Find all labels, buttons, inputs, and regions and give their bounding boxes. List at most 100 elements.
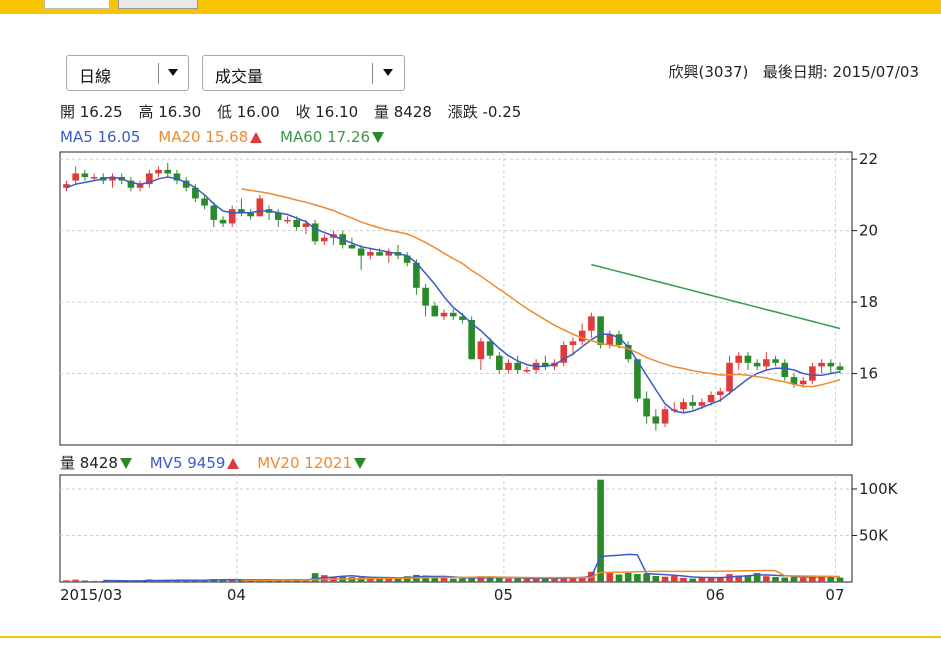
candle-body	[256, 198, 264, 217]
quote-volume: 量 8428	[374, 103, 432, 121]
candle-body	[689, 402, 696, 406]
candle-body	[210, 205, 218, 220]
volume-bar	[320, 575, 328, 582]
candle-body	[422, 287, 429, 306]
volume-bar	[523, 578, 531, 582]
x-tick-label: 2015/03	[60, 586, 122, 604]
candle-body	[155, 169, 162, 174]
candle-body	[72, 173, 79, 181]
candle-body	[763, 359, 770, 367]
candle-body	[781, 362, 789, 378]
candle-body	[698, 402, 706, 406]
candle-body	[790, 377, 798, 385]
ma20-legend: MA20 15.68	[158, 128, 263, 146]
candle-body	[413, 262, 420, 288]
volume-bar	[514, 578, 522, 582]
candle-body	[542, 362, 549, 367]
price-tick-label: 20	[859, 222, 878, 240]
volume-bar	[670, 576, 678, 582]
candle-body	[836, 366, 844, 370]
candle-body	[634, 359, 641, 399]
candle-body	[827, 362, 835, 367]
period-select[interactable]: 日線	[66, 55, 189, 91]
top-tab-1[interactable]	[44, 0, 110, 9]
volume-bar	[495, 577, 503, 582]
down-arrow-icon	[119, 458, 132, 469]
volume-bar	[431, 577, 439, 582]
candle-body	[624, 344, 632, 360]
candle-body	[192, 187, 199, 199]
candle-body	[247, 212, 254, 217]
chevron-down-icon[interactable]	[383, 69, 393, 76]
volume-bar	[818, 576, 825, 582]
candle-body	[468, 319, 475, 360]
candle-body	[238, 209, 245, 213]
candle-body	[495, 355, 503, 370]
candle-body	[523, 369, 531, 372]
x-tick-label: 05	[494, 586, 513, 604]
volume-bar	[689, 578, 696, 582]
volume-bar	[763, 576, 770, 582]
candle-body	[449, 312, 457, 317]
candle-body	[81, 173, 89, 178]
volume-bar	[164, 580, 172, 582]
quote-open: 開 16.25	[60, 103, 123, 121]
x-tick-label: 04	[227, 586, 246, 604]
candle-body	[219, 219, 227, 224]
candle-body	[63, 184, 70, 188]
volume-bar	[606, 573, 614, 582]
volume-bar	[302, 580, 310, 582]
volume-bar	[790, 576, 798, 582]
volume-bar	[109, 580, 116, 582]
volume-bar	[735, 575, 743, 582]
candle-body	[569, 341, 577, 345]
candle-body	[320, 237, 328, 242]
volume-bar	[726, 574, 733, 582]
candle-body	[680, 402, 687, 410]
candle-body	[459, 316, 466, 320]
volume-bar	[284, 580, 291, 582]
vol-legend: 量 8428	[60, 454, 132, 472]
candle-body	[661, 409, 669, 424]
indicator-select[interactable]: 成交量	[202, 55, 405, 91]
volume-bar	[781, 577, 789, 582]
volume-bar	[449, 578, 457, 582]
candle-body	[606, 334, 614, 345]
candle-body	[753, 362, 761, 367]
candle-body	[431, 305, 439, 317]
x-tick-label: 07	[825, 586, 844, 604]
volume-bar	[367, 578, 374, 582]
top-tab-2[interactable]	[118, 0, 198, 9]
candle-body	[403, 255, 411, 263]
candle-body	[726, 362, 733, 392]
candle-body	[818, 362, 825, 367]
candle-body	[735, 355, 743, 363]
candle-body	[578, 330, 586, 342]
candle-body	[440, 312, 448, 317]
volume-bar	[486, 577, 494, 582]
volume-bar	[422, 575, 429, 582]
candle-body	[127, 180, 135, 188]
volume-bar	[772, 576, 779, 582]
down-arrow-icon	[354, 458, 366, 469]
quote-close: 收 16.10	[295, 103, 359, 121]
period-select-value: 日線	[79, 67, 112, 86]
candle-body	[164, 169, 172, 174]
candle-body	[311, 223, 319, 242]
ma60-legend-text: MA60 17.26	[280, 128, 371, 146]
volume-bar	[624, 572, 632, 582]
indicator-select-value: 成交量	[215, 67, 264, 86]
volume-bar	[219, 579, 227, 582]
volume-bar	[293, 579, 300, 582]
volume-bar	[698, 577, 706, 582]
volume-bar	[468, 577, 475, 582]
chevron-down-icon[interactable]	[168, 69, 178, 76]
volume-bar	[753, 573, 761, 582]
candle-body	[505, 362, 512, 370]
mv5-legend: MV5 9459	[150, 454, 240, 472]
volume-bar	[643, 573, 650, 582]
volume-bar	[634, 573, 641, 582]
volume-bar	[90, 580, 98, 582]
up-arrow-icon	[227, 458, 240, 469]
